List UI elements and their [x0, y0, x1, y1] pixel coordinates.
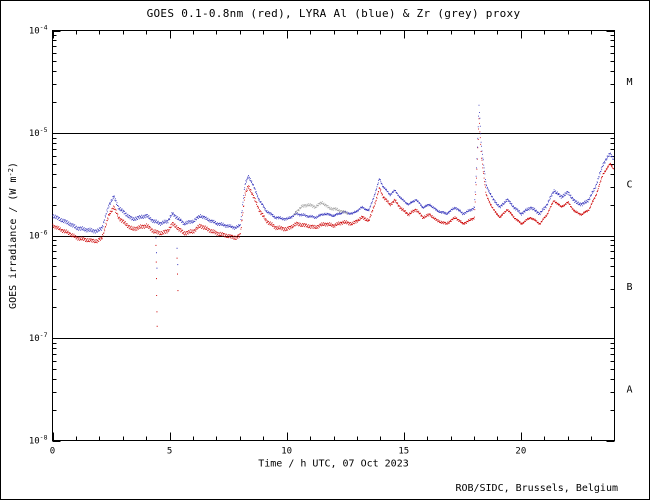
x-tick-label: 20 [515, 447, 526, 457]
chart-title: GOES 0.1-0.8nm (red), LYRA Al (blue) & Z… [146, 7, 521, 20]
flare-class-boundaries [52, 133, 615, 339]
dropout-dots-1 [155, 237, 179, 269]
tick-labels: 0 5 10 15 20 10-8 10-7 10-6 10-5 10-4 [29, 24, 526, 457]
y-tick-label: 10-5 [29, 126, 48, 139]
series-lyra-al-blue [52, 104, 614, 234]
x-tick-label: 0 [50, 447, 55, 457]
axis-ticks [52, 30, 615, 442]
x-axis-title: Time / h UTC, 07 Oct 2023 [258, 459, 409, 470]
flare-class-label-m: M [627, 77, 633, 88]
series-lyra-zr-grey [293, 201, 348, 216]
x-tick-label: 15 [398, 447, 409, 457]
y-tick-label: 10-4 [29, 24, 48, 37]
flare-class-label-c: C [627, 179, 633, 190]
flare-class-label-a: A [627, 384, 633, 395]
y-tick-label: 10-8 [29, 434, 48, 447]
y-axis-title: GOES irradiance / (W m-2) [7, 162, 19, 309]
series-goes-red [52, 118, 614, 244]
flare-class-label-b: B [627, 282, 633, 293]
plot-frame [52, 30, 615, 441]
y-tick-label: 10-6 [29, 229, 48, 242]
y-tick-label: 10-7 [29, 331, 48, 344]
dropout-dots-0 [155, 244, 179, 327]
credit-text: ROB/SIDC, Brussels, Belgium [455, 483, 618, 494]
x-tick-label: 10 [281, 447, 292, 457]
x-tick-label: 5 [167, 447, 172, 457]
